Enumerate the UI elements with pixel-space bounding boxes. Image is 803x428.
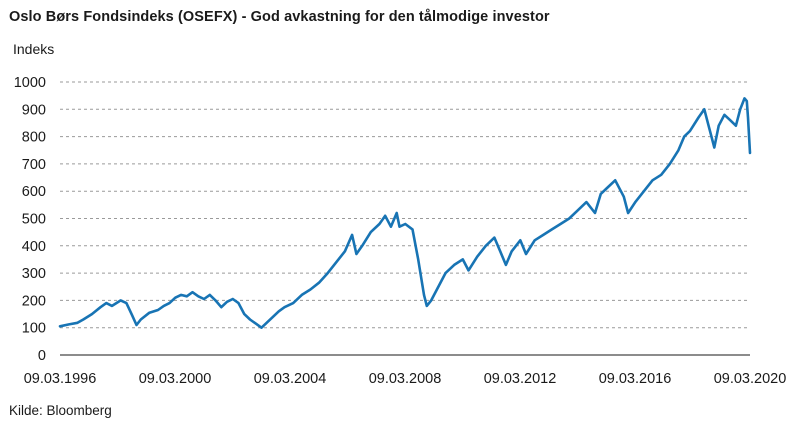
chart-title: Oslo Børs Fondsindeks (OSEFX) - God avka… (9, 9, 550, 25)
y-tick-label-500: 500 (22, 212, 46, 228)
y-tick-label-900: 900 (22, 102, 46, 118)
x-tick-label-5: 09.03.2016 (599, 371, 672, 387)
y-tick-label-800: 800 (22, 130, 46, 146)
x-tick-label-6: 09.03.2020 (714, 371, 787, 387)
x-tick-label-3: 09.03.2008 (369, 371, 442, 387)
y-tick-label-400: 400 (22, 239, 46, 255)
gridlines (60, 81, 750, 329)
source-note: Kilde: Bloomberg (9, 403, 112, 418)
y-tick-label-200: 200 (22, 293, 46, 309)
y-tick-label-1000: 1000 (14, 75, 46, 91)
x-tick-label-4: 09.03.2012 (484, 371, 557, 387)
series-line-0 (58, 97, 752, 329)
x-tick-label-0: 09.03.1996 (24, 371, 97, 387)
y-tick-label-600: 600 (22, 184, 46, 200)
y-tick-label-100: 100 (22, 321, 46, 337)
y-tick-labels: 0 100 200 300 400 500 600 700 800 900 1000 (14, 75, 46, 364)
x-tick-labels: 09.03.1996 09.03.2000 09.03.2004 09.03.2008… (24, 371, 787, 387)
series-group (58, 97, 752, 329)
x-tick-label-1: 09.03.2000 (139, 371, 212, 387)
y-tick-label-0: 0 (38, 348, 46, 364)
y-tick-label-300: 300 (22, 266, 46, 282)
y-axis-label: Indeks (13, 41, 55, 57)
x-tick-label-2: 09.03.2004 (254, 371, 327, 387)
y-tick-label-700: 700 (22, 157, 46, 173)
